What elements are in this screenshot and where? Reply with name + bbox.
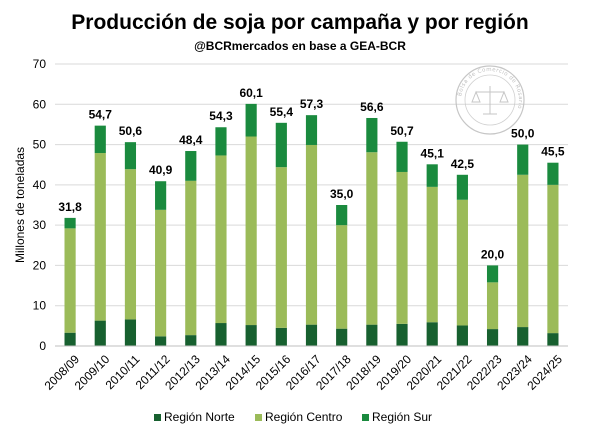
total-label: 45,1 [421, 146, 445, 160]
total-label: 20,0 [481, 247, 505, 261]
total-label: 31,8 [58, 200, 82, 214]
bar-region-sur [305, 115, 318, 145]
total-label: 45,5 [541, 145, 565, 159]
y-tick-label: 20 [33, 258, 47, 272]
bar-region-sur [185, 151, 197, 181]
bar-region-centro [486, 282, 499, 330]
legend-label: Región Norte [164, 410, 235, 424]
bar-stacks [64, 103, 559, 346]
bar-region-norte [185, 335, 197, 346]
chart-subtitle: @BCRmercados en base a GEA-BCR [194, 39, 406, 53]
legend-item: Región Norte [154, 410, 235, 424]
bar-region-centro [396, 171, 408, 324]
bar-region-sur [124, 142, 137, 170]
bar-region-centro [124, 169, 137, 320]
bar-region-norte [547, 333, 559, 346]
total-label: 55,4 [270, 105, 294, 119]
bar-region-centro [456, 199, 468, 326]
bar-region-norte [456, 325, 468, 346]
bar-region-centro [426, 186, 438, 323]
bar-region-centro [155, 209, 167, 337]
bar-region-norte [245, 325, 257, 346]
y-tick-label: 0 [39, 339, 46, 353]
total-label: 54,7 [89, 108, 113, 122]
scales-icon [471, 86, 509, 115]
bar-region-sur [366, 117, 378, 153]
bar-region-norte [64, 332, 76, 346]
bar-region-norte [486, 329, 499, 346]
legend-label: Región Centro [265, 410, 343, 424]
bar-region-sur [275, 122, 287, 168]
total-label: 50,6 [119, 124, 143, 138]
total-label: 42,5 [451, 157, 475, 171]
bar-region-sur [155, 181, 167, 210]
legend-label: Región Sur [372, 410, 432, 424]
legend-swatch [255, 414, 262, 421]
bar-region-norte [94, 320, 106, 346]
total-label: 54,3 [209, 109, 233, 123]
bar-region-centro [215, 155, 227, 324]
y-tick-label: 50 [33, 138, 47, 152]
bar-region-norte [336, 328, 348, 346]
y-axis-ticks: 0 10 20 30 40 50 60 70 [33, 57, 47, 353]
bar-region-sur [456, 174, 468, 200]
bar-region-sur [517, 144, 529, 175]
bar-region-norte [517, 327, 529, 346]
bar-region-centro [64, 228, 76, 333]
legend-swatch [362, 414, 369, 421]
bar-region-norte [155, 336, 167, 346]
bar-region-sur [336, 205, 348, 226]
bar-region-norte [305, 324, 318, 346]
bar-region-norte [396, 323, 408, 346]
y-tick-label: 40 [33, 178, 47, 192]
total-label: 57,3 [300, 97, 324, 111]
bar-region-centro [94, 153, 106, 321]
bar-region-centro [547, 184, 559, 334]
y-axis-label: Millones de toneladas [13, 147, 27, 263]
bar-region-sur [426, 164, 438, 187]
bar-region-sur [215, 127, 227, 156]
bar-region-norte [366, 324, 378, 346]
y-tick-label: 10 [33, 299, 47, 313]
legend-item: Región Sur [362, 410, 432, 424]
bar-region-centro [185, 180, 197, 336]
legend: Región Norte Región Centro Región Sur [154, 410, 432, 424]
total-label: 48,4 [179, 133, 203, 147]
total-label: 35,0 [330, 187, 354, 201]
total-label: 50,0 [511, 127, 535, 141]
exchange-seal-watermark: Bolsa de Comercio de Rosario [455, 65, 525, 135]
bar-region-sur [396, 141, 408, 172]
bar-region-norte [426, 322, 438, 346]
bar-region-centro [336, 225, 348, 329]
legend-swatch [154, 414, 161, 421]
total-label: 56,6 [360, 100, 384, 114]
bar-region-centro [245, 136, 257, 326]
x-axis-ticks: 2008/092009/102010/112011/122012/132013/… [42, 352, 566, 393]
total-label: 40,9 [149, 163, 173, 177]
y-tick-label: 60 [33, 97, 47, 111]
bar-region-sur [245, 103, 257, 137]
bar-region-sur [547, 162, 559, 185]
total-label: 60,1 [239, 86, 263, 100]
bar-region-sur [94, 125, 106, 154]
bar-region-sur [64, 217, 76, 229]
bar-region-norte [124, 319, 137, 346]
total-label: 50,7 [390, 124, 414, 138]
total-labels: 31,8 54,7 50,6 40,9 48,4 54,3 60,1 55,4 57,3 35,0… [58, 86, 565, 262]
bar-region-norte [215, 323, 227, 346]
bar-region-centro [517, 174, 529, 328]
bar-region-centro [275, 167, 287, 328]
bar-region-norte [275, 327, 287, 346]
chart-title: Producción de soja por campaña y por reg… [71, 11, 528, 34]
bar-region-sur [486, 265, 499, 283]
bar-region-centro [366, 152, 378, 325]
legend-item: Región Centro [255, 410, 343, 424]
bar-region-centro [305, 144, 318, 325]
y-tick-label: 70 [33, 57, 47, 71]
y-tick-label: 30 [33, 218, 47, 232]
